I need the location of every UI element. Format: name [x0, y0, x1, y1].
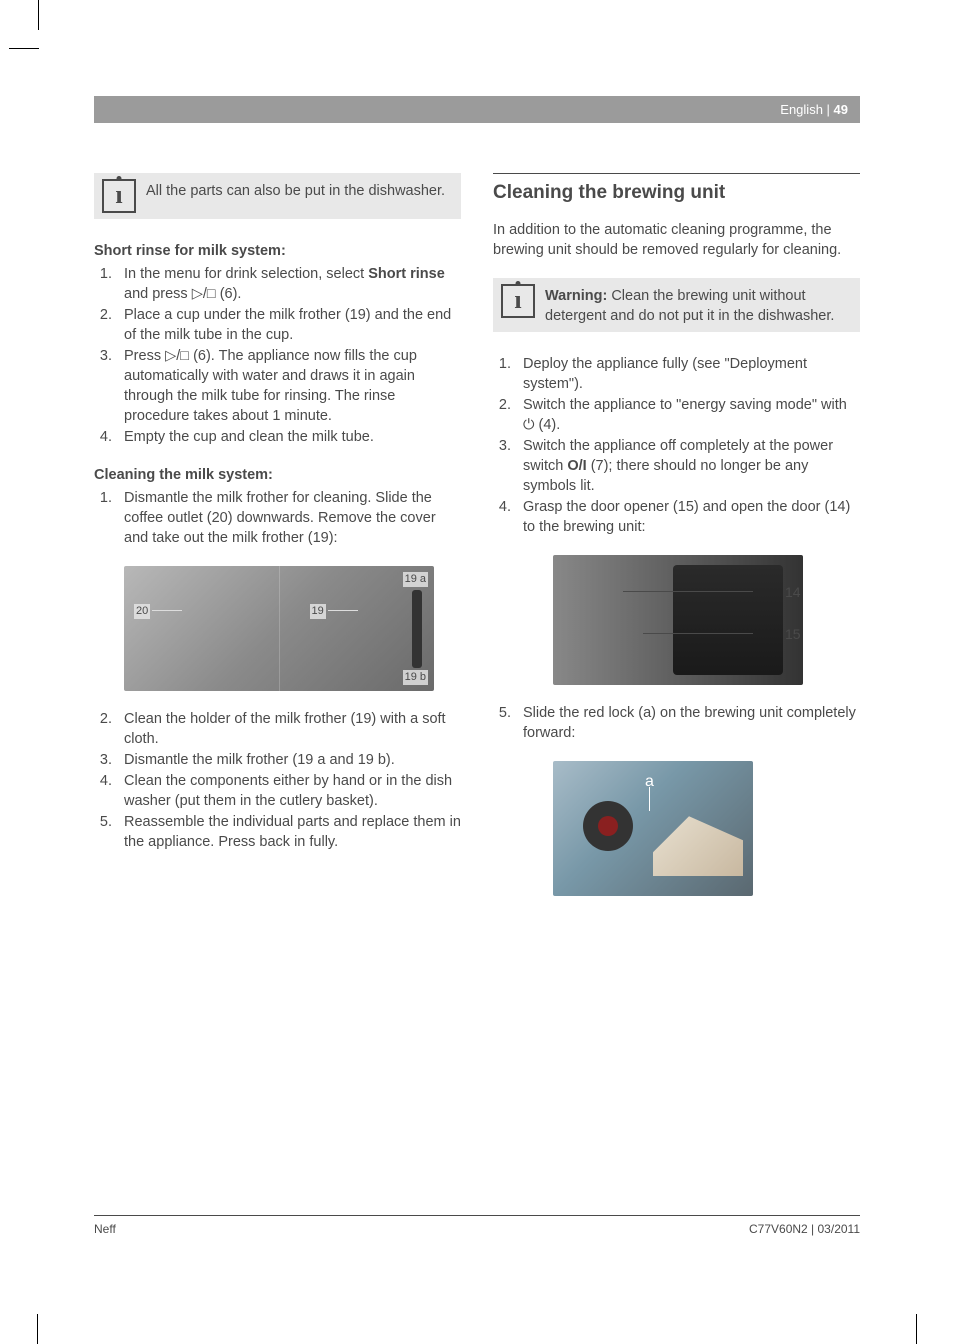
list-item: Press ▷/□ (6). The appliance now fills t…	[116, 346, 461, 426]
footer-left: Neff	[94, 1222, 116, 1236]
list-item: Place a cup under the milk frother (19) …	[116, 305, 461, 345]
fig-label-19a: 19 a	[403, 572, 428, 587]
short-rinse-list: In the menu for drink selection, select …	[94, 264, 461, 447]
list-item: In the menu for drink selection, select …	[116, 264, 461, 304]
info-box-parts: ı All the parts can also be put in the d…	[94, 173, 461, 219]
footer: Neff C77V60N2 | 03/2011	[94, 1215, 860, 1236]
warning-box: ı Warning: Clean the brewing unit withou…	[493, 278, 860, 332]
fig-label-19: 19	[310, 604, 326, 619]
brewing-step5-list: Slide the red lock (a) on the brewing un…	[493, 703, 860, 743]
figure-red-lock: a	[553, 761, 753, 896]
callout-15: 15	[785, 625, 801, 644]
fig-label-19b: 19 b	[403, 670, 428, 685]
short-rinse-title: Short rinse for milk system:	[94, 241, 461, 261]
section-heading: Cleaning the brewing unit	[493, 173, 860, 206]
intro-text: In addition to the automatic cleaning pr…	[493, 220, 860, 260]
right-column: Cleaning the brewing unit In addition to…	[493, 173, 860, 914]
list-item: Dismantle the milk frother (19 a and 19 …	[116, 750, 461, 770]
list-item: Deploy the appliance fully (see "Deploym…	[515, 354, 860, 394]
info-icon: ı	[102, 179, 136, 213]
header-page: 49	[834, 102, 848, 117]
callout-14: 14	[785, 583, 801, 602]
warning-label: Warning:	[545, 288, 607, 304]
info-text: All the parts can also be put in the dis…	[146, 179, 453, 201]
list-item: Clean the holder of the milk frother (19…	[116, 709, 461, 749]
footer-right: C77V60N2 | 03/2011	[749, 1222, 860, 1236]
list-item: Switch the appliance off completely at t…	[515, 436, 860, 496]
left-column: ı All the parts can also be put in the d…	[94, 173, 461, 914]
list-item: Slide the red lock (a) on the brewing un…	[515, 703, 860, 743]
figure-milk-frother: 20 19 19 a 19 b	[124, 566, 434, 691]
fig-label-20: 20	[134, 604, 150, 619]
header-lang: English	[780, 102, 823, 117]
figure-door	[553, 555, 803, 685]
list-item: Empty the cup and clean the milk tube.	[116, 427, 461, 447]
info-icon: ı	[501, 284, 535, 318]
clean-milk-title: Cleaning the milk system:	[94, 465, 461, 485]
header-bar: English | 49	[94, 96, 860, 123]
brewing-steps-list: Deploy the appliance fully (see "Deploym…	[493, 354, 860, 537]
columns: ı All the parts can also be put in the d…	[94, 173, 860, 914]
clean-milk-list-cont: Clean the holder of the milk frother (19…	[94, 709, 461, 852]
list-item: Dismantle the milk frother for cleaning.…	[116, 488, 461, 548]
list-item: Switch the appliance to "energy saving m…	[515, 395, 860, 435]
page: English | 49 ı All the parts can also be…	[38, 48, 916, 1266]
warning-text: Warning: Clean the brewing unit without …	[545, 284, 852, 326]
clean-milk-list: Dismantle the milk frother for cleaning.…	[94, 488, 461, 548]
list-item: Grasp the door opener (15) and open the …	[515, 497, 860, 537]
list-item: Clean the components either by hand or i…	[116, 771, 461, 811]
list-item: Reassemble the individual parts and repl…	[116, 812, 461, 852]
